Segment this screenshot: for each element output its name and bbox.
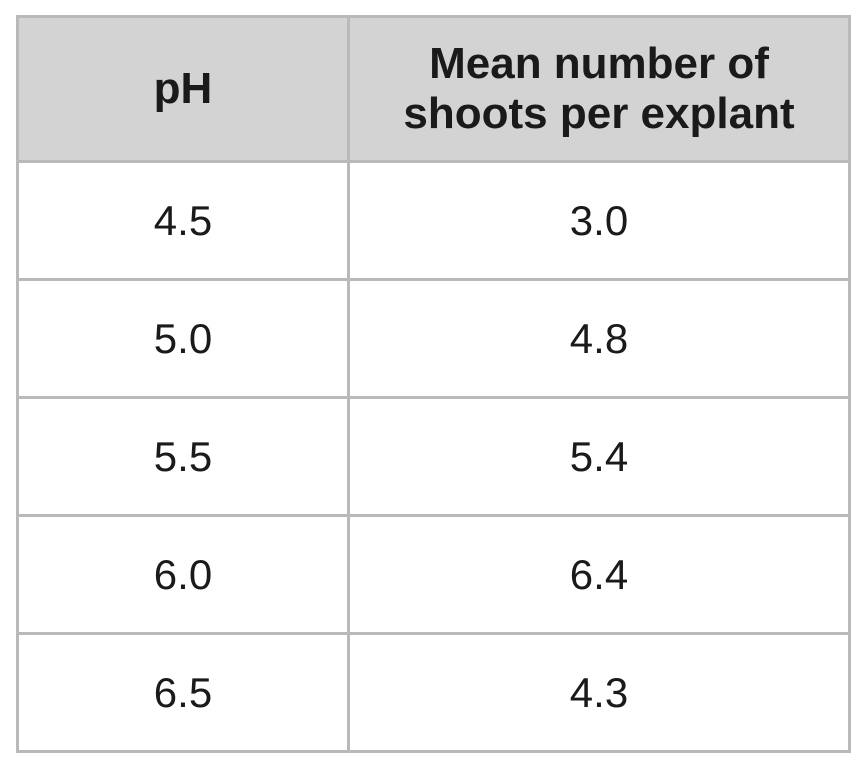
header-row: pH Mean number of shoots per explant — [16, 15, 851, 163]
data-table: pH Mean number of shoots per explant 4.5… — [16, 15, 851, 753]
header-ph: pH — [16, 15, 350, 163]
cell-mean-shoots: 5.4 — [347, 396, 851, 517]
cell-ph: 5.5 — [16, 396, 350, 517]
cell-mean-shoots: 4.8 — [347, 278, 851, 399]
cell-ph: 5.0 — [16, 278, 350, 399]
table-row: 4.5 3.0 — [16, 160, 851, 281]
data-table-container: pH Mean number of shoots per explant 4.5… — [16, 15, 851, 753]
header-mean-shoots: Mean number of shoots per explant — [347, 15, 851, 163]
table-row: 6.0 6.4 — [16, 514, 851, 635]
cell-mean-shoots: 6.4 — [347, 514, 851, 635]
cell-ph: 4.5 — [16, 160, 350, 281]
cell-ph: 6.5 — [16, 632, 350, 753]
cell-mean-shoots: 3.0 — [347, 160, 851, 281]
table-row: 6.5 4.3 — [16, 632, 851, 753]
table-row: 5.0 4.8 — [16, 278, 851, 399]
header-mean-shoots-label: Mean number of shoots per explant — [403, 39, 795, 138]
cell-mean-shoots: 4.3 — [347, 632, 851, 753]
header-ph-label: pH — [153, 64, 213, 113]
cell-ph: 6.0 — [16, 514, 350, 635]
table-row: 5.5 5.4 — [16, 396, 851, 517]
